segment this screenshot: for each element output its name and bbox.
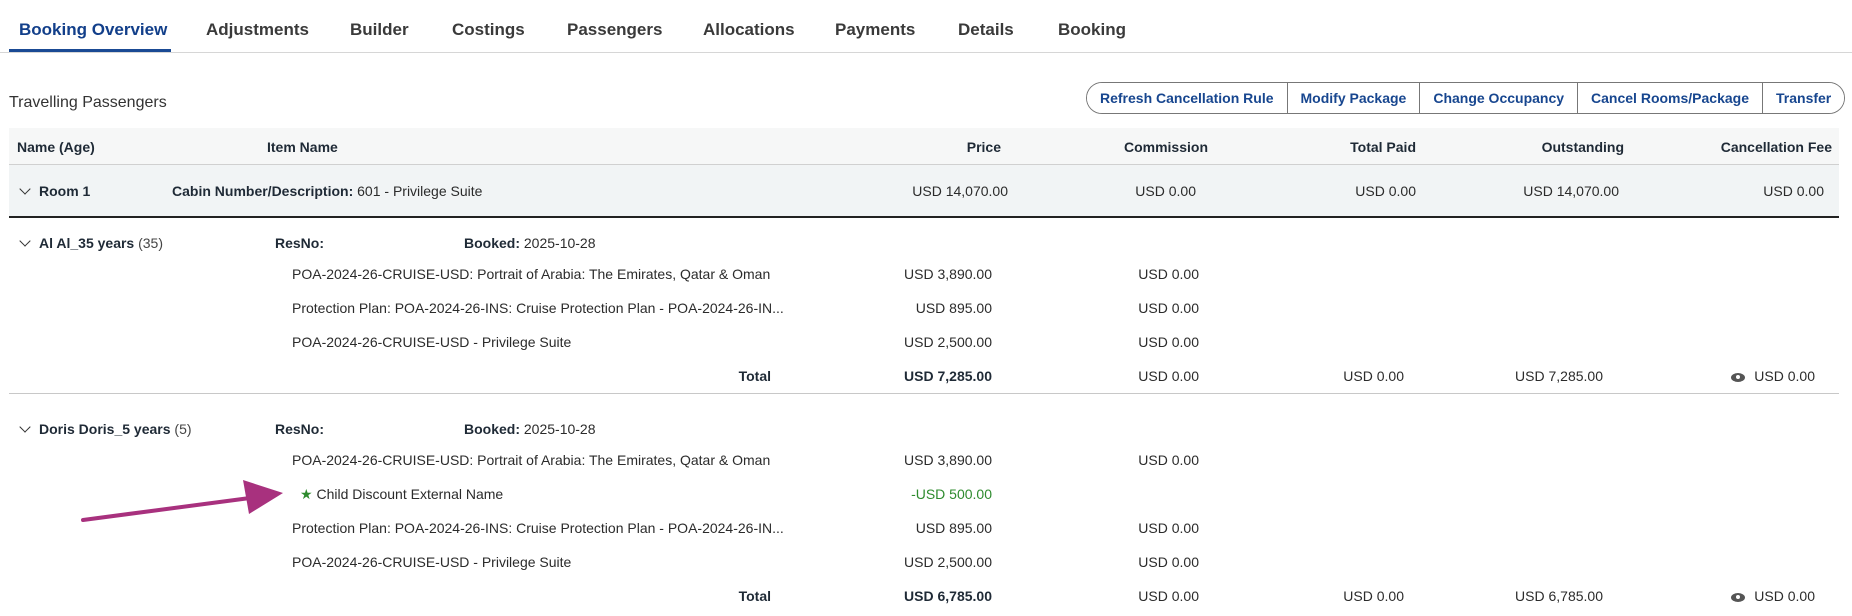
item-name: POA-2024-26-CRUISE-USD: Portrait of Arab…	[292, 266, 771, 282]
change-occupancy-button[interactable]: Change Occupancy	[1420, 83, 1579, 113]
resno-label: ResNo:	[275, 235, 325, 251]
passenger-age: (5)	[174, 421, 192, 437]
tab-allocations[interactable]: Allocations	[703, 20, 795, 39]
booked-date: Booked: 2025-10-28	[464, 419, 596, 439]
room-total-paid: USD 0.00	[1355, 183, 1416, 199]
item-name: Protection Plan: POA-2024-26-INS: Cruise…	[292, 300, 784, 316]
total-commission: USD 0.00	[1138, 368, 1199, 384]
total-price: USD 6,785.00	[904, 588, 992, 604]
tab-bar: Booking Overview Adjustments Builder Cos…	[0, 0, 1852, 53]
resno-label: ResNo:	[275, 421, 325, 437]
col-cancellation-fee: Cancellation Fee	[1720, 139, 1832, 155]
booked-value: 2025-10-28	[523, 421, 596, 437]
transfer-button[interactable]: Transfer	[1763, 83, 1845, 113]
total-cancellation-fee: USD 0.00	[1731, 366, 1815, 386]
item-commission: USD 0.00	[1138, 452, 1199, 468]
room-price: USD 14,070.00	[912, 183, 1008, 199]
passenger-age: (35)	[138, 235, 164, 251]
item-price: USD 3,890.00	[904, 452, 992, 468]
item-name: Protection Plan: POA-2024-26-INS: Cruise…	[292, 520, 784, 536]
booked-date: Booked: 2025-10-28	[464, 233, 596, 253]
action-button-group: Refresh Cancellation Rule Modify Package…	[1086, 82, 1846, 114]
col-name-age: Name (Age)	[17, 139, 95, 155]
item-price: USD 3,890.00	[904, 266, 992, 282]
discount-price: -USD 500.00	[911, 486, 992, 502]
item-price: USD 2,500.00	[904, 334, 992, 350]
tab-adjustments[interactable]: Adjustments	[206, 20, 309, 39]
passenger-toggle[interactable]: Al Al_35 years (35)	[19, 233, 164, 253]
eye-icon[interactable]	[1731, 372, 1746, 382]
eye-icon[interactable]	[1731, 592, 1746, 602]
tab-costings[interactable]: Costings	[452, 20, 525, 39]
passenger-name: Al Al_35 years	[39, 235, 135, 251]
booked-label: Booked:	[464, 235, 520, 251]
tab-booking-overview[interactable]: Booking Overview	[19, 20, 168, 39]
total-label: Total	[738, 368, 771, 384]
item-price: USD 895.00	[915, 520, 992, 536]
table-header: Name (Age) Item Name Price Commission To…	[9, 128, 1839, 165]
room-row[interactable]: Room 1 Cabin Number/Description: 601 - P…	[9, 165, 1839, 218]
tab-details[interactable]: Details	[958, 20, 1014, 39]
refresh-cancellation-rule-button[interactable]: Refresh Cancellation Rule	[1087, 83, 1288, 113]
room-cancellation-fee: USD 0.00	[1763, 183, 1824, 199]
cancel-rooms-package-button[interactable]: Cancel Rooms/Package	[1578, 83, 1763, 113]
col-commission: Commission	[1123, 139, 1208, 155]
room-toggle[interactable]: Room 1	[19, 181, 91, 201]
section-title: Travelling Passengers	[9, 94, 167, 111]
col-price: Price	[966, 139, 1001, 155]
item-commission: USD 0.00	[1138, 334, 1199, 350]
passenger-toggle[interactable]: Doris Doris_5 years (5)	[19, 419, 192, 439]
tab-builder[interactable]: Builder	[350, 20, 409, 39]
item-name: POA-2024-26-CRUISE-USD: Portrait of Arab…	[292, 452, 771, 468]
total-paid: USD 0.00	[1343, 368, 1404, 384]
cabin-value: 601 - Privilege Suite	[357, 183, 483, 199]
item-name: POA-2024-26-CRUISE-USD - Privilege Suite	[292, 334, 572, 350]
tab-booking[interactable]: Booking	[1058, 20, 1126, 39]
booked-label: Booked:	[464, 421, 520, 437]
active-tab-indicator	[9, 49, 171, 52]
discount-item-name: ★ Child Discount External Name	[300, 484, 503, 504]
room-commission: USD 0.00	[1135, 183, 1196, 199]
total-label: Total	[738, 588, 771, 604]
cancellation-fee-value: USD 0.00	[1754, 368, 1815, 384]
booked-value: 2025-10-28	[523, 235, 596, 251]
col-total-paid: Total Paid	[1350, 139, 1416, 155]
item-commission: USD 0.00	[1138, 300, 1199, 316]
star-icon: ★	[300, 486, 313, 502]
room-outstanding: USD 14,070.00	[1523, 183, 1619, 199]
passenger-name: Doris Doris_5 years	[39, 421, 171, 437]
total-commission: USD 0.00	[1138, 588, 1199, 604]
modify-package-button[interactable]: Modify Package	[1287, 83, 1421, 113]
cancellation-fee-value: USD 0.00	[1754, 588, 1815, 604]
total-paid: USD 0.00	[1343, 588, 1404, 604]
total-outstanding: USD 7,285.00	[1515, 368, 1603, 384]
item-price: USD 895.00	[915, 300, 992, 316]
item-commission: USD 0.00	[1138, 554, 1199, 570]
item-name: POA-2024-26-CRUISE-USD - Privilege Suite	[292, 554, 572, 570]
cabin-label: Cabin Number/Description:	[172, 183, 354, 199]
col-item-name: Item Name	[267, 139, 338, 155]
col-outstanding: Outstanding	[1541, 139, 1624, 155]
passenger-divider	[9, 393, 1839, 394]
tab-passengers[interactable]: Passengers	[567, 20, 663, 39]
item-price: USD 2,500.00	[904, 554, 992, 570]
total-cancellation-fee: USD 0.00	[1731, 586, 1815, 606]
cabin-description: Cabin Number/Description: 601 - Privileg…	[172, 181, 482, 201]
tab-payments[interactable]: Payments	[835, 20, 916, 39]
room-name: Room 1	[39, 183, 91, 199]
item-commission: USD 0.00	[1138, 520, 1199, 536]
total-outstanding: USD 6,785.00	[1515, 588, 1603, 604]
total-price: USD 7,285.00	[904, 368, 992, 384]
item-name: Child Discount External Name	[316, 486, 504, 502]
item-commission: USD 0.00	[1138, 266, 1199, 282]
